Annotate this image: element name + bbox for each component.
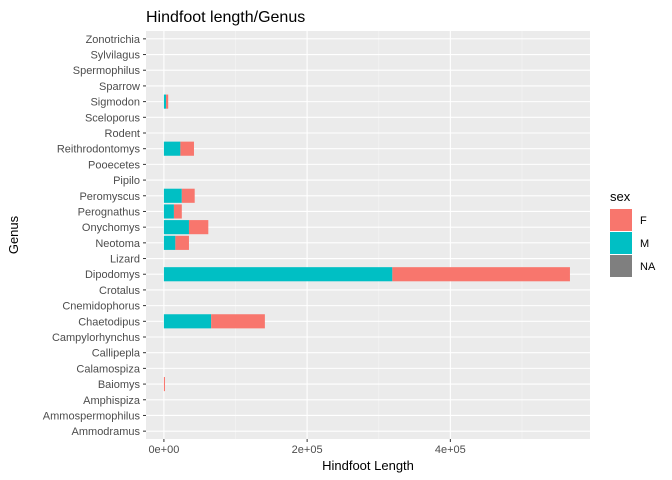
y-tick-label: Sceloporus xyxy=(85,112,141,124)
bar-M-Perognathus xyxy=(163,204,174,219)
y-tick-label: Calamospiza xyxy=(76,363,140,375)
legend: sex FM NA xyxy=(610,189,656,277)
y-tick-label: Chaetodipus xyxy=(78,316,140,328)
bars xyxy=(163,94,570,392)
y-tick-label: Amphispiza xyxy=(83,395,141,407)
y-tick-label: Pooecetes xyxy=(88,159,140,171)
bar-M-Onychomys xyxy=(163,220,189,235)
y-tick-label: Zonotrichia xyxy=(86,34,141,46)
x-tick-label: 4e+05 xyxy=(435,444,466,456)
y-axis-title: Genus xyxy=(6,215,21,254)
y-tick-label: Sylvilagus xyxy=(90,50,140,62)
minor-gridlines xyxy=(235,31,523,439)
bar-F-Dipodomys xyxy=(392,267,570,282)
bar-F-Neotoma xyxy=(175,235,189,250)
bar-F-Peromyscus xyxy=(181,188,195,203)
major-gridlines xyxy=(146,31,590,439)
y-tick-label: Dipodomys xyxy=(85,269,141,281)
y-tick-label: Rodent xyxy=(105,128,140,140)
y-tick-label: Spermophilus xyxy=(73,65,141,77)
legend-title: sex xyxy=(610,189,631,204)
x-tick-label: 2e+05 xyxy=(292,444,323,456)
y-tick-label: Callipepla xyxy=(92,348,141,360)
bar-F-Sigmodon xyxy=(166,94,169,109)
legend-key-NA xyxy=(610,255,632,277)
bar-F-Perognathus xyxy=(173,204,182,219)
y-tick-label: Perognathus xyxy=(78,206,141,218)
y-tick-label: Cnemidophorus xyxy=(62,301,140,313)
x-axis-title: Hindfoot Length xyxy=(322,458,414,473)
y-tick-label: Ammospermophilus xyxy=(43,410,141,422)
y-axis: Ammodramus Ammospermophilus Amphispiza Baio… xyxy=(43,34,146,438)
legend-label-M: M xyxy=(640,238,649,250)
x-axis: 0e+00 2e+05 4e+05 xyxy=(148,439,466,456)
bar-M-Reithrodontomys xyxy=(163,141,181,156)
bar-M-Dipodomys xyxy=(163,267,393,282)
legend-label-NA: NA xyxy=(640,261,656,273)
y-tick-label: Sigmodon xyxy=(90,97,140,109)
bar-M-Peromyscus xyxy=(163,188,182,203)
y-tick-label: Crotalus xyxy=(99,285,140,297)
y-tick-label: Onychomys xyxy=(82,222,141,234)
bar-F-Baiomys xyxy=(163,377,165,392)
bar-M-Chaetodipus xyxy=(163,314,212,329)
y-tick-label: Baiomys xyxy=(98,379,141,391)
plot-panel xyxy=(146,31,590,439)
bar-F-Reithrodontomys xyxy=(180,141,194,156)
y-tick-label: Reithrodontomys xyxy=(57,144,141,156)
x-tick-label: 0e+00 xyxy=(148,444,179,456)
y-tick-label: Lizard xyxy=(110,254,140,266)
y-tick-label: Sparrow xyxy=(99,81,140,93)
y-tick-label: Ammodramus xyxy=(72,426,141,438)
y-tick-label: Peromyscus xyxy=(79,191,140,203)
y-tick-label: Pipilo xyxy=(113,175,140,187)
bar-F-Chaetodipus xyxy=(211,314,265,329)
legend-key-F xyxy=(610,209,632,231)
bar-F-Onychomys xyxy=(188,220,209,235)
legend-key-M xyxy=(610,232,632,254)
chart-title: Hindfoot length/Genus xyxy=(146,9,305,26)
y-tick-label: Campylorhynchus xyxy=(52,332,141,344)
legend-label-F: F xyxy=(640,215,647,227)
bar-M-Sigmodon xyxy=(163,94,167,109)
bar-M-Neotoma xyxy=(163,235,176,250)
y-tick-label: Neotoma xyxy=(95,238,141,250)
